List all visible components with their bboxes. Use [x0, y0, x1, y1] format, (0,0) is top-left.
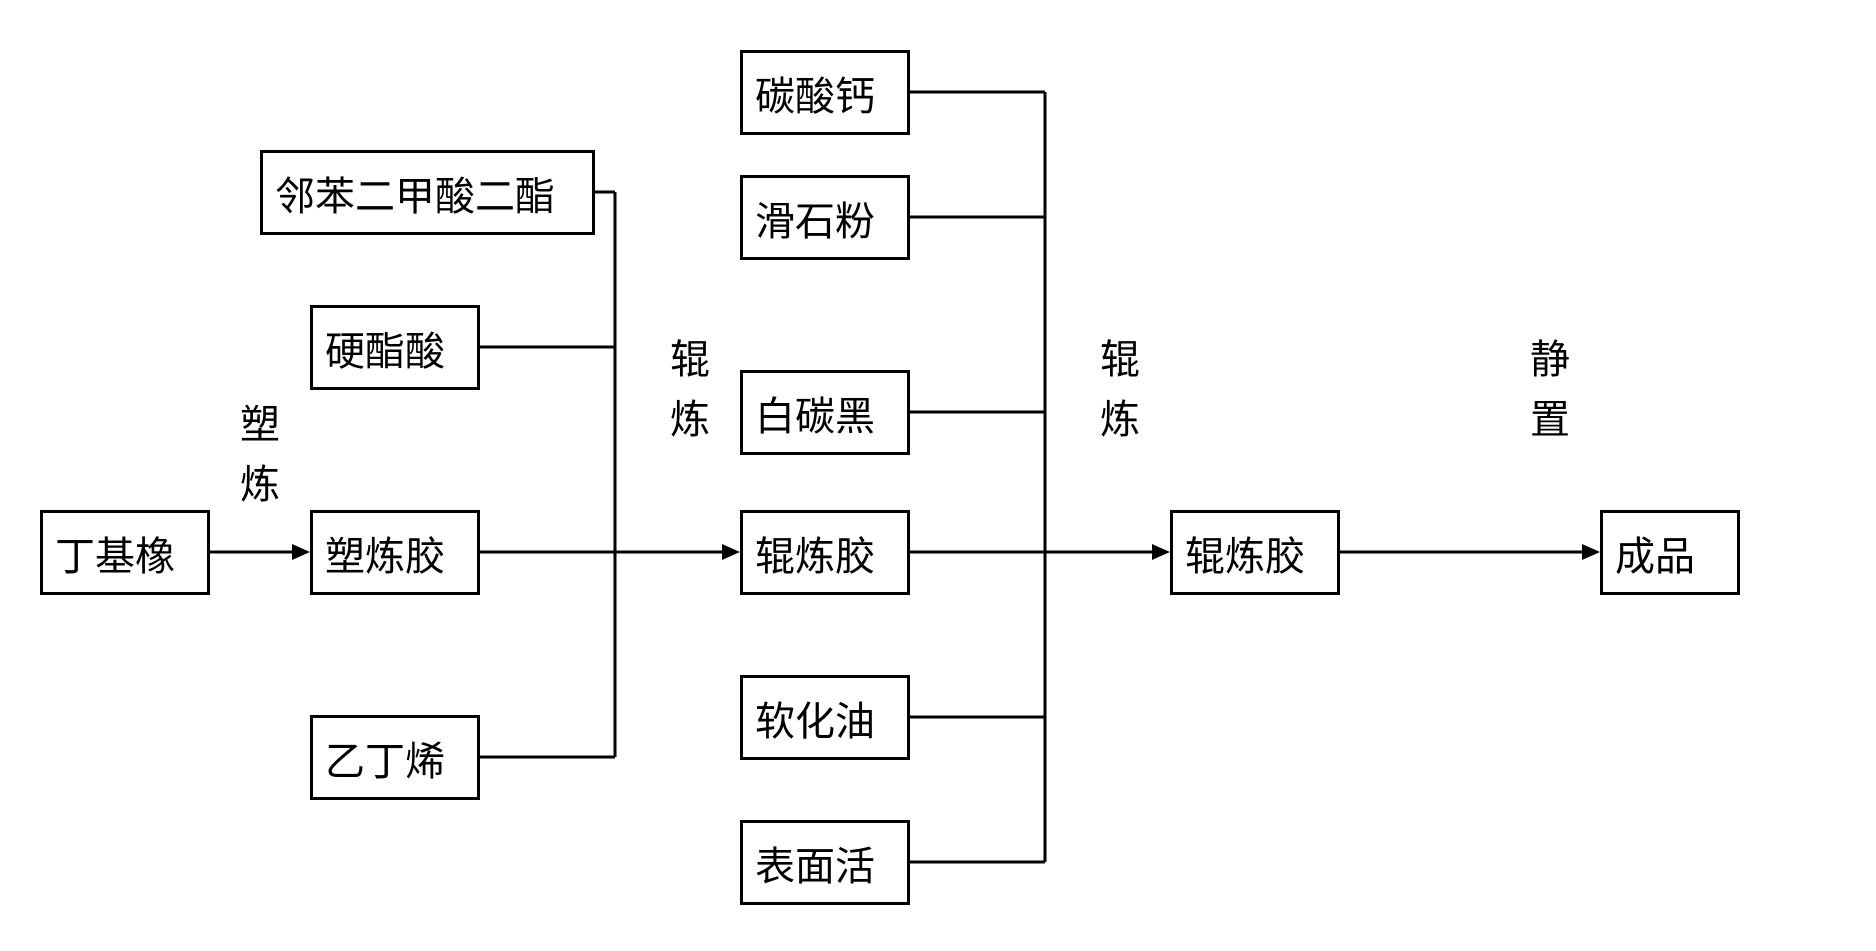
node-softening-label: 软化油: [755, 689, 875, 747]
node-start-label: 丁基橡: [55, 524, 175, 582]
node-product-label: 成品: [1615, 524, 1695, 582]
node-stearic: 硬酯酸: [310, 305, 480, 390]
node-phthalate-label: 邻苯二甲酸二酯: [275, 164, 555, 222]
label-rest-1: 静: [1530, 337, 1570, 382]
node-ethylbutylene-label: 乙丁烯: [325, 729, 445, 787]
label-plasticize-1: 塑: [240, 402, 280, 447]
label-roll1: 辊 炼: [665, 330, 715, 450]
label-roll2-2: 炼: [1100, 397, 1140, 442]
node-stearic-label: 硬酯酸: [325, 319, 445, 377]
label-roll2: 辊 炼: [1095, 330, 1145, 450]
label-rest-2: 置: [1530, 397, 1570, 442]
node-talc: 滑石粉: [740, 175, 910, 260]
label-plasticize-2: 炼: [240, 462, 280, 507]
label-roll1-1: 辊: [670, 337, 710, 382]
label-rest: 静 置: [1525, 330, 1575, 450]
node-silica-label: 白碳黑: [755, 384, 875, 442]
node-rolled1-label: 辊炼胶: [755, 524, 875, 582]
label-plasticize: 塑 炼: [235, 395, 285, 515]
node-plasticized: 塑炼胶: [310, 510, 480, 595]
node-silica: 白碳黑: [740, 370, 910, 455]
node-talc-label: 滑石粉: [755, 189, 875, 247]
node-surfactant: 表面活: [740, 820, 910, 905]
node-start: 丁基橡: [40, 510, 210, 595]
node-plasticized-label: 塑炼胶: [325, 524, 445, 582]
node-softening: 软化油: [740, 675, 910, 760]
node-surfactant-label: 表面活: [755, 834, 875, 892]
node-ethylbutylene: 乙丁烯: [310, 715, 480, 800]
label-roll2-1: 辊: [1100, 337, 1140, 382]
node-product: 成品: [1600, 510, 1740, 595]
node-rolled2: 辊炼胶: [1170, 510, 1340, 595]
node-calcium-label: 碳酸钙: [755, 64, 875, 122]
node-calcium: 碳酸钙: [740, 50, 910, 135]
node-rolled1: 辊炼胶: [740, 510, 910, 595]
node-rolled2-label: 辊炼胶: [1185, 524, 1305, 582]
label-roll1-2: 炼: [670, 397, 710, 442]
node-phthalate: 邻苯二甲酸二酯: [260, 150, 595, 235]
